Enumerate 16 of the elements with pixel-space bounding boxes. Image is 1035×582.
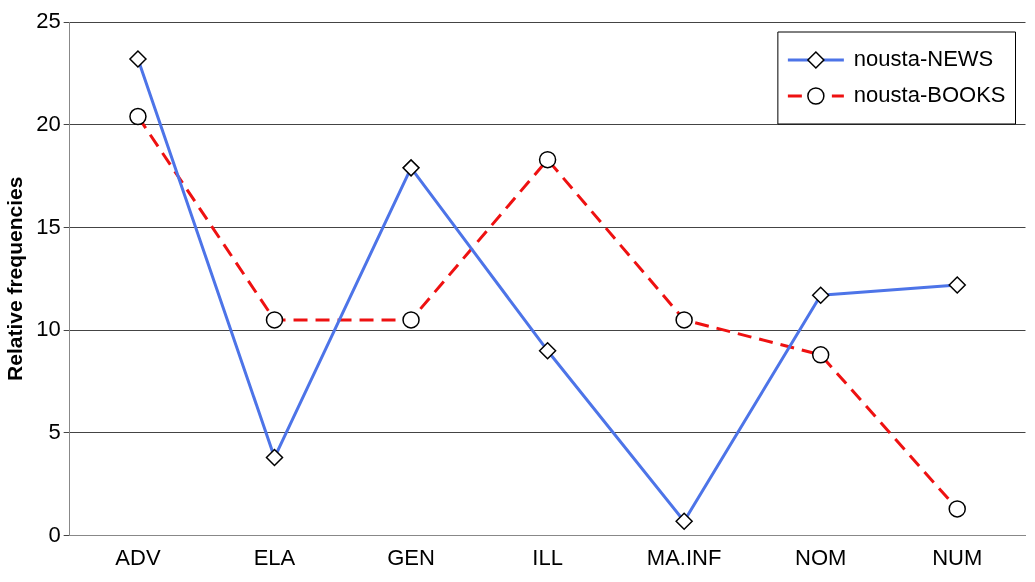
y-tick-label: 20 [36,110,61,136]
y-tick-label: 25 [36,8,61,34]
legend-label: nousta-BOOKS [853,82,1006,108]
y-tick-label: 10 [36,316,61,342]
x-tick-label: ILL [532,544,563,570]
y-tick-label: 15 [36,213,61,239]
x-tick-label: ELA [253,544,296,570]
x-tick-label: GEN [387,544,435,570]
x-tick-label: NOM [795,544,847,570]
x-tick-label: MA.INF [646,544,722,570]
y-axis-title: Relative frequencies [3,176,27,381]
legend-label: nousta-NEWS [853,46,994,72]
y-tick-label: 5 [48,418,61,444]
x-tick-label: ADV [115,544,161,570]
y-tick-label: 0 [48,521,61,547]
x-tick-label: NUM [932,544,983,570]
